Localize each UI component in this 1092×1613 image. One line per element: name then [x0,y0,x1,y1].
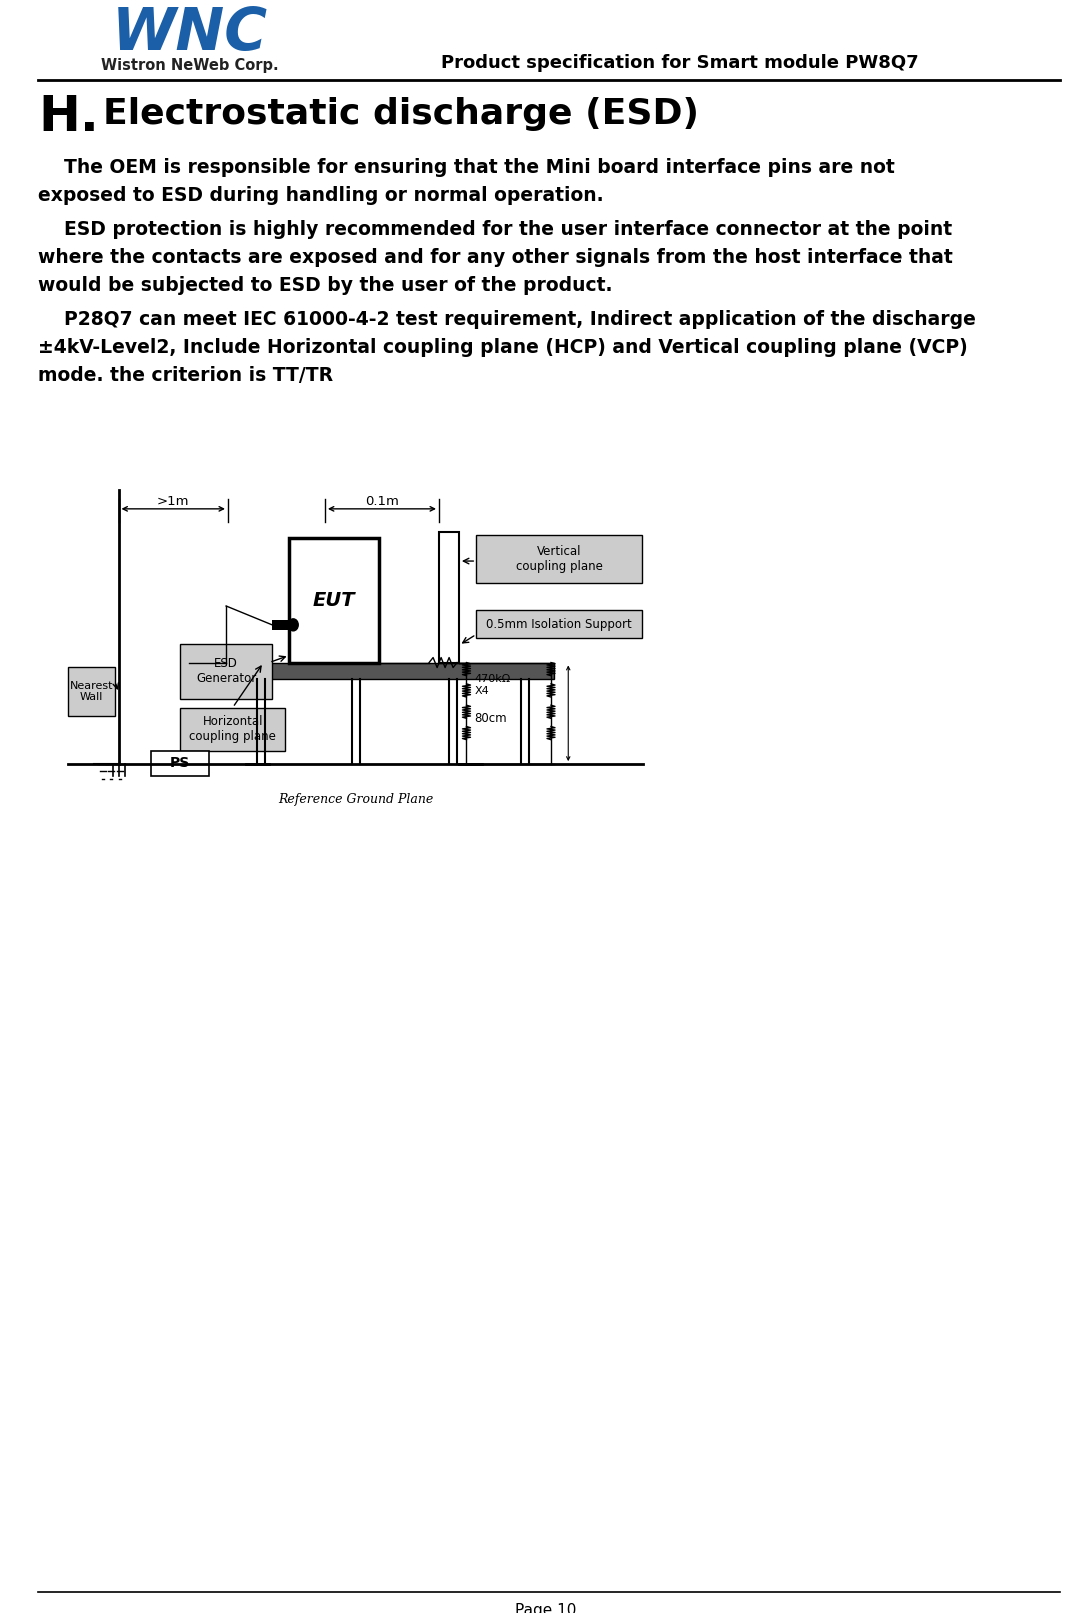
Text: PS: PS [170,756,190,771]
Text: EUT: EUT [312,590,355,610]
Text: Vertical
coupling plane: Vertical coupling plane [515,545,603,573]
Bar [439,532,459,663]
Bar [289,537,379,663]
Bar [180,644,272,698]
Text: 0.1m: 0.1m [365,495,399,508]
Bar [152,752,209,776]
Text: would be subjected to ESD by the user of the product.: would be subjected to ESD by the user of… [38,276,613,295]
Text: Horizontal
coupling plane: Horizontal coupling plane [189,715,276,744]
Text: mode. the criterion is TT/TR: mode. the criterion is TT/TR [38,366,333,386]
Text: WNC: WNC [112,5,268,61]
Text: 0.5mm Isolation Support: 0.5mm Isolation Support [486,618,632,631]
Text: ESD
Generator: ESD Generator [195,656,257,686]
Text: ±4kV-Level2, Include Horizontal coupling plane (HCP) and Vertical coupling plane: ±4kV-Level2, Include Horizontal coupling… [38,339,968,356]
Text: Wistron NeWeb Corp.: Wistron NeWeb Corp. [102,58,278,73]
Text: where the contacts are exposed and for any other signals from the host interface: where the contacts are exposed and for a… [38,248,952,268]
Bar [476,610,642,637]
Text: ESD protection is highly recommended for the user interface connector at the poi: ESD protection is highly recommended for… [38,219,952,239]
Text: Page 10: Page 10 [515,1602,577,1613]
Text: The OEM is responsible for ensuring that the Mini board interface pins are not: The OEM is responsible for ensuring that… [38,158,894,177]
Bar [228,663,554,679]
Text: >1m: >1m [157,495,190,508]
Text: H.: H. [38,94,99,140]
Bar [272,619,288,629]
Bar [180,708,285,752]
Text: Reference Ground Plane: Reference Ground Plane [277,794,434,806]
Text: 470kΩ
X4: 470kΩ X4 [475,674,511,695]
Text: Nearest
Wall: Nearest Wall [70,681,114,702]
Text: Electrostatic discharge (ESD): Electrostatic discharge (ESD) [103,97,699,131]
Text: 80cm: 80cm [475,711,507,724]
Text: exposed to ESD during handling or normal operation.: exposed to ESD during handling or normal… [38,185,604,205]
Text: P28Q7 can meet IEC 61000-4-2 test requirement, Indirect application of the disch: P28Q7 can meet IEC 61000-4-2 test requir… [38,310,976,329]
Bar [228,663,554,679]
Bar [476,536,642,582]
Ellipse shape [288,619,298,631]
Text: Product specification for Smart module PW8Q7: Product specification for Smart module P… [441,53,918,73]
Bar [68,666,115,716]
